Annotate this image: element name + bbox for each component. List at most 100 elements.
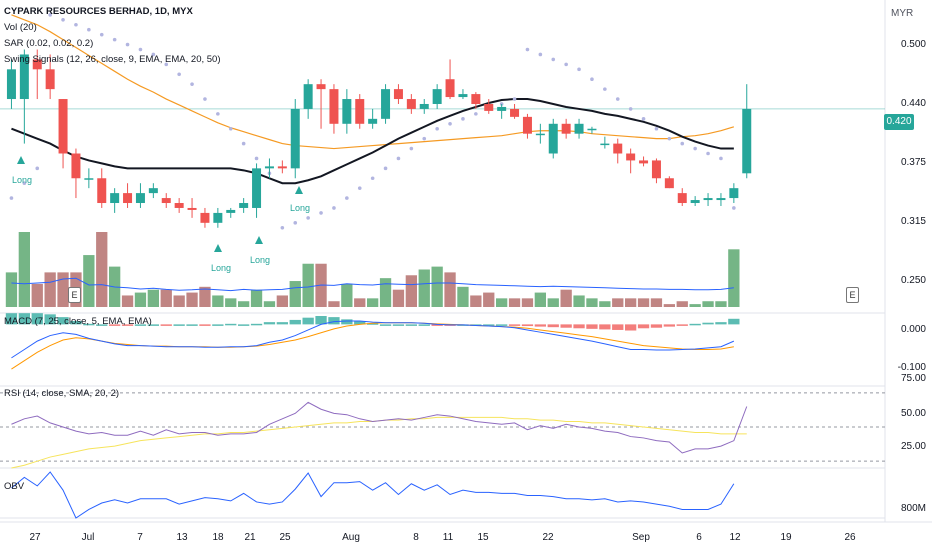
candle-body: [613, 143, 623, 154]
long-signal-label: Long: [12, 175, 33, 185]
swing-legend[interactable]: Swing Signals (12, 26, close, 9, EMA, EM…: [4, 54, 221, 65]
rsi-line: [11, 401, 748, 454]
macd-histogram-bar: [483, 324, 495, 326]
macd-legend[interactable]: MACD (7, 25, close, 5, EMA, EMA): [4, 316, 152, 327]
volume-bar: [483, 292, 495, 307]
volume-bar: [5, 272, 18, 307]
candle-body: [651, 160, 661, 179]
macd-histogram-bar: [263, 322, 276, 325]
candle-body: [316, 84, 326, 90]
x-axis-label: 18: [212, 532, 224, 543]
sar-dot: [396, 156, 401, 161]
candle-body: [406, 99, 416, 109]
volume-bar: [418, 269, 430, 307]
obv-legend[interactable]: OBV: [4, 481, 25, 492]
sar-dot: [603, 87, 607, 91]
x-axis-label: 11: [442, 532, 454, 543]
vol-legend[interactable]: Vol (20): [4, 22, 37, 33]
x-axis-label: 22: [542, 532, 554, 543]
candle-body: [58, 99, 68, 154]
earnings-badge[interactable]: E: [846, 287, 859, 303]
price-axis-label: 0.500: [900, 39, 926, 50]
ema-black-line: [11, 98, 734, 185]
candle-body: [303, 84, 313, 109]
macd-line: [11, 320, 735, 359]
candle-body: [458, 94, 468, 98]
macd-histogram-bar: [315, 316, 327, 325]
candle-body: [32, 59, 42, 70]
macd-histogram-bar: [57, 317, 69, 325]
candle-body: [19, 54, 29, 100]
candle-body: [110, 193, 120, 204]
candle-body: [561, 123, 571, 134]
candle-body: [587, 128, 597, 131]
x-axis-label: 8: [413, 532, 419, 543]
candle-body: [135, 193, 145, 204]
macd-histogram-bar: [31, 313, 43, 325]
candle-body: [277, 166, 287, 169]
volume-bar: [379, 278, 392, 307]
sar-legend[interactable]: SAR (0.02, 0.02, 0.2): [4, 38, 94, 49]
sar-dot: [228, 126, 233, 131]
volume-bar: [573, 295, 585, 307]
price-axis-label: 0.315: [900, 216, 926, 227]
sar-dot: [370, 176, 375, 181]
x-axis-label: 25: [279, 532, 291, 543]
candle-body: [264, 166, 274, 169]
rsi-legend[interactable]: RSI (14, close, SMA, 20, 2): [4, 388, 120, 399]
macd-histogram-bar: [341, 319, 353, 325]
sar-dot: [332, 206, 336, 210]
candle-body: [6, 69, 16, 100]
macd-histogram-bar: [379, 324, 392, 326]
sar-dot: [357, 186, 362, 190]
macd-signal-line: [11, 322, 734, 370]
volume-bar: [405, 275, 417, 307]
candle-body: [510, 108, 520, 117]
sar-dot: [190, 82, 194, 86]
long-signal-label: Long: [290, 203, 311, 213]
macd-histogram-bar: [702, 322, 714, 325]
macd-histogram-bar: [70, 321, 82, 325]
candle-body: [522, 116, 532, 134]
candle-body: [664, 178, 674, 189]
sar-dot: [306, 216, 310, 220]
sar-dot: [35, 166, 40, 171]
macd-histogram-bar: [186, 324, 198, 326]
volume-bar: [341, 283, 353, 307]
volume-bar: [160, 289, 172, 307]
sar-dot: [164, 62, 169, 67]
sar-dot: [654, 126, 659, 131]
sar-dot: [112, 37, 117, 42]
volume-bar: [457, 286, 469, 307]
candle-body: [161, 198, 171, 204]
volume-bar: [18, 232, 30, 307]
sar-dot: [48, 13, 52, 17]
volume-bar: [508, 298, 521, 307]
candle-body: [123, 193, 133, 204]
x-axis-label: 26: [844, 532, 856, 543]
earnings-badge[interactable]: E: [68, 287, 81, 303]
sar-dot: [551, 57, 556, 62]
volume-bar: [238, 301, 250, 307]
macd-histogram-bar: [134, 324, 147, 326]
macd-histogram-bar: [199, 324, 211, 326]
long-signal-label: Long: [211, 263, 232, 273]
macd-histogram-bar: [715, 322, 727, 325]
macd-histogram-bar: [728, 318, 740, 325]
volume-bar: [186, 292, 198, 307]
candle-body: [484, 103, 494, 111]
volume-bar: [147, 289, 159, 307]
sar-dot: [151, 52, 156, 57]
macd-histogram-bar: [250, 323, 263, 326]
volume-bar: [302, 263, 314, 307]
chart-title: CYPARK RESOURCES BERHAD, 1D, MYX: [4, 6, 193, 17]
macd-histogram-bar: [147, 324, 159, 326]
rsi-ma-line: [11, 416, 747, 469]
x-axis-label: Aug: [342, 532, 360, 543]
macd-axis-label: -0.100: [897, 362, 926, 373]
sar-dot: [74, 22, 78, 27]
volume-ma-line: [11, 277, 734, 292]
candle-body: [200, 212, 210, 223]
volume-bar: [96, 232, 108, 307]
